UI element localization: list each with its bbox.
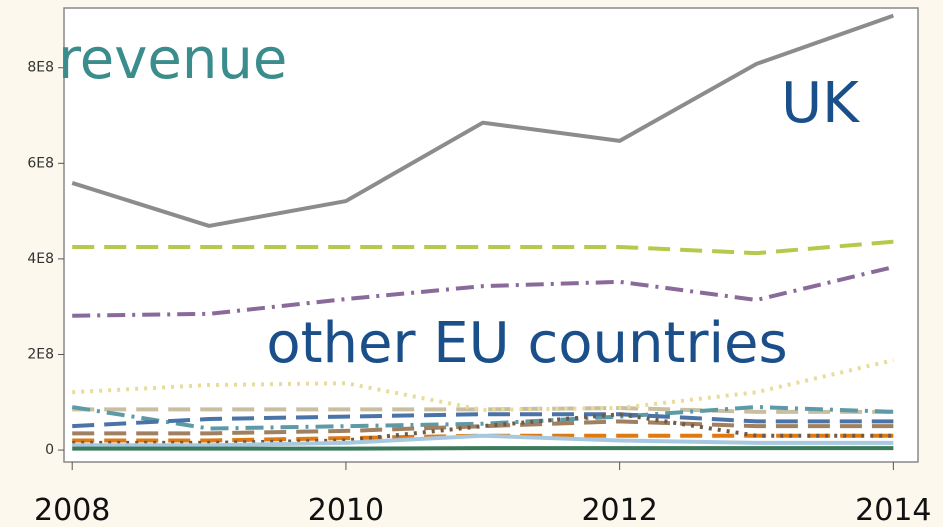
series-line (71, 405, 894, 431)
series-line (72, 239, 894, 256)
x-tick-label: 2010 (308, 493, 384, 527)
series-line (72, 419, 894, 436)
annotation: other EU countries (266, 311, 787, 376)
x-tick-label: 2008 (34, 493, 110, 527)
series-line (72, 358, 894, 412)
x-tick-label: 2014 (855, 493, 931, 527)
x-tick-label: 2012 (581, 493, 657, 527)
series-line (72, 265, 894, 318)
plot-area (63, 7, 919, 463)
series-line (71, 13, 895, 228)
y-tick-label: 6E8 (27, 155, 54, 171)
y-tick-label: 4E8 (27, 251, 54, 267)
series-line (72, 412, 894, 429)
series-line (72, 405, 894, 414)
y-tick-label: 8E8 (27, 60, 54, 76)
annotation: revenue (58, 27, 287, 92)
annotation: UK (781, 71, 860, 136)
series-line (72, 433, 894, 443)
y-tick-label: 0 (45, 442, 54, 458)
series-line (72, 433, 894, 448)
series-line (72, 412, 894, 445)
y-tick-label: 2E8 (27, 346, 54, 362)
